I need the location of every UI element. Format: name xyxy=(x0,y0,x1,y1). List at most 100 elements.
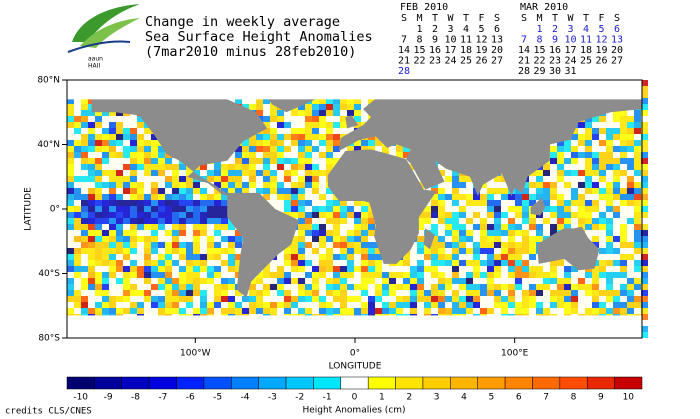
ocean-cell xyxy=(452,290,459,296)
ocean-cell xyxy=(578,158,585,164)
ocean-cell xyxy=(263,98,270,104)
ocean-cell xyxy=(158,248,165,254)
ocean-cell xyxy=(130,188,137,194)
ocean-cell xyxy=(606,110,613,116)
ocean-cell xyxy=(151,224,158,230)
ocean-cell xyxy=(207,260,214,266)
ocean-cell xyxy=(319,134,326,140)
ocean-cell xyxy=(550,218,557,224)
ocean-cell xyxy=(256,308,263,314)
ocean-cell xyxy=(291,212,298,218)
ocean-cell xyxy=(459,308,466,314)
ocean-cell xyxy=(144,146,151,152)
ocean-cell xyxy=(88,230,95,236)
ocean-cell xyxy=(298,122,305,128)
ocean-cell xyxy=(158,200,165,206)
ocean-cell xyxy=(368,272,375,278)
ocean-cell xyxy=(221,200,228,206)
ocean-cell xyxy=(466,176,473,182)
ocean-cell xyxy=(557,194,564,200)
ocean-cell xyxy=(116,158,123,164)
ocean-cell xyxy=(291,158,298,164)
ocean-cell xyxy=(256,182,263,188)
ocean-cell xyxy=(592,140,599,146)
ocean-cell xyxy=(263,188,270,194)
ocean-cell xyxy=(151,296,158,302)
ocean-cell xyxy=(396,308,403,314)
ocean-cell xyxy=(627,158,634,164)
ocean-cell xyxy=(319,290,326,296)
ocean-cell xyxy=(634,134,641,140)
ocean-cell xyxy=(494,290,501,296)
ocean-cell xyxy=(88,242,95,248)
colorbar-label: -5 xyxy=(213,393,222,403)
ocean-cell xyxy=(564,176,571,182)
ocean-cell xyxy=(186,206,193,212)
ocean-cell xyxy=(410,278,417,284)
calendar-day: 30 xyxy=(549,66,561,77)
ocean-cell xyxy=(620,248,627,254)
ocean-cell xyxy=(375,266,382,272)
ocean-cell xyxy=(473,242,480,248)
ocean-cell xyxy=(571,194,578,200)
ocean-cell xyxy=(95,176,102,182)
ocean-cell xyxy=(452,206,459,212)
ocean-cell xyxy=(305,146,312,152)
ocean-cell xyxy=(137,182,144,188)
ocean-cell xyxy=(333,254,340,260)
ocean-cell xyxy=(200,266,207,272)
ocean-cell xyxy=(277,128,284,134)
ocean-cell xyxy=(291,194,298,200)
ocean-cell xyxy=(529,236,536,242)
calendar-day: 18 xyxy=(460,45,472,56)
ocean-cell xyxy=(228,98,235,104)
ocean-cell xyxy=(480,302,487,308)
ocean-cell xyxy=(263,158,270,164)
ocean-cell xyxy=(480,194,487,200)
ocean-cell xyxy=(221,254,228,260)
ocean-cell xyxy=(431,284,438,290)
ocean-cell xyxy=(473,212,480,218)
ocean-cell xyxy=(193,194,200,200)
ocean-cell xyxy=(417,230,424,236)
ocean-cell xyxy=(571,200,578,206)
ocean-cell xyxy=(487,182,494,188)
colorbar-label: 3 xyxy=(434,393,440,403)
ocean-cell xyxy=(438,278,445,284)
ocean-cell xyxy=(620,152,627,158)
ocean-cell xyxy=(438,290,445,296)
ocean-cell xyxy=(67,116,74,122)
ocean-cell xyxy=(501,296,508,302)
ocean-cell xyxy=(592,242,599,248)
ocean-cell xyxy=(74,200,81,206)
ocean-cell xyxy=(487,224,494,230)
ocean-cell xyxy=(214,254,221,260)
ocean-cell xyxy=(620,134,627,140)
ocean-cell xyxy=(445,266,452,272)
ocean-cell xyxy=(102,236,109,242)
ocean-cell xyxy=(102,260,109,266)
ocean-cell xyxy=(326,266,333,272)
ocean-cell xyxy=(67,188,74,194)
ocean-cell xyxy=(606,176,613,182)
calendar-day: 11 xyxy=(460,35,472,46)
ocean-cell xyxy=(74,182,81,188)
ocean-cell xyxy=(326,134,333,140)
ocean-cell xyxy=(291,236,298,242)
ocean-cell xyxy=(543,176,550,182)
ocean-cell xyxy=(375,272,382,278)
ocean-cell xyxy=(592,146,599,152)
ocean-cell xyxy=(529,224,536,230)
title-line: Sea Surface Height Anomalies xyxy=(145,29,373,45)
ocean-cell xyxy=(214,188,221,194)
ocean-cell xyxy=(151,218,158,224)
ocean-cell xyxy=(473,308,480,314)
ocean-cell xyxy=(165,164,172,170)
ocean-cell xyxy=(417,236,424,242)
ocean-cell xyxy=(613,236,620,242)
ocean-cell xyxy=(130,158,137,164)
ocean-cell xyxy=(494,176,501,182)
ocean-cell xyxy=(368,266,375,272)
ocean-cell xyxy=(186,308,193,314)
ocean-cell xyxy=(354,200,361,206)
